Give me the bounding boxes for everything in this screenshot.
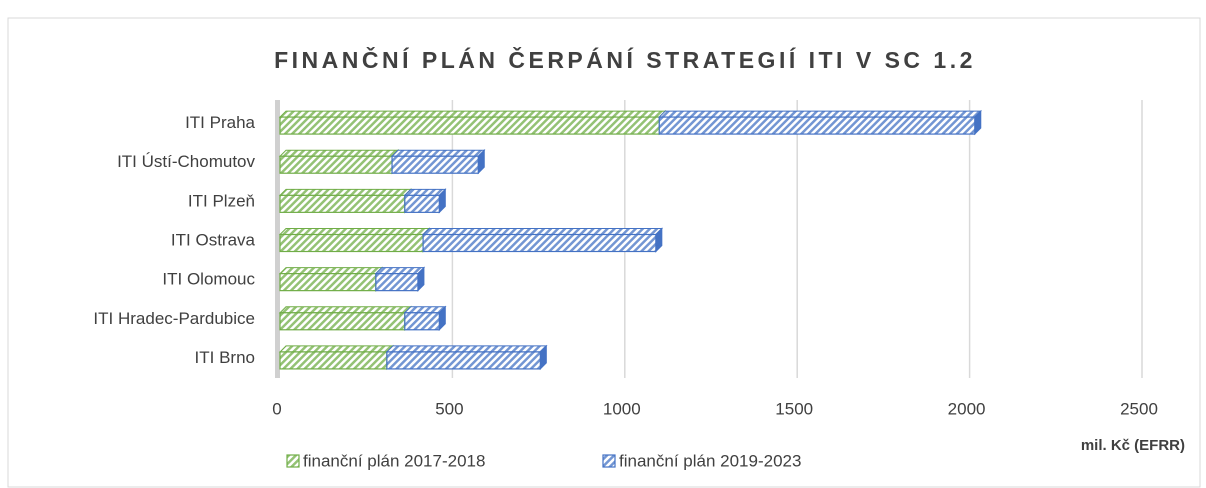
y-tick-label: ITI Ostrava [171, 230, 256, 249]
bar [278, 344, 395, 371]
bar-top [278, 306, 413, 314]
x-tick-label: 1500 [775, 399, 813, 418]
y-tick-label: ITI Plzeň [188, 191, 255, 210]
bar [278, 188, 413, 214]
bar-front [279, 155, 393, 174]
x-tick-label: 2500 [1120, 399, 1158, 418]
bar-front [279, 194, 406, 213]
bar [390, 149, 486, 175]
bar-front [404, 312, 440, 331]
chart-frame [7, 17, 1201, 488]
bar-top [278, 110, 667, 118]
bar-top [421, 228, 664, 235]
x-tick-label: 500 [435, 399, 463, 418]
bar [278, 149, 400, 175]
bar-top [278, 345, 395, 353]
bar-front [658, 116, 976, 135]
bar-front [375, 273, 419, 292]
x-axis-title: mil. Kč (EFRR) [1081, 437, 1185, 454]
bar [278, 266, 384, 292]
bar-front [391, 155, 479, 174]
y-tick-label: ITI Olomouc [162, 270, 255, 289]
bar [421, 227, 664, 253]
bar [278, 227, 431, 253]
bar-front [279, 233, 424, 253]
axis-wall [275, 100, 280, 378]
bar-top [278, 228, 431, 235]
bar-front [279, 312, 406, 331]
chart-title: FINANČNÍ PLÁN ČERPÁNÍ STRATEGIÍ ITI V SC… [274, 46, 976, 73]
bar-front [422, 233, 657, 253]
y-tick-label: ITI Brno [195, 348, 255, 367]
bar [403, 305, 447, 331]
y-tick-label: ITI Praha [185, 113, 255, 132]
bar-front [279, 351, 388, 370]
x-tick-label: 1000 [603, 399, 641, 418]
bar [374, 266, 426, 292]
bar [403, 188, 447, 214]
bar-top [374, 267, 426, 275]
bar-top [403, 188, 447, 196]
bar-top [278, 267, 384, 275]
legend-label: finanční plán 2017-2018 [303, 451, 485, 470]
bar [385, 344, 548, 371]
bar-front [386, 351, 541, 370]
bar-top [390, 149, 486, 157]
bar-front [404, 194, 440, 213]
legend-label: finanční plán 2019-2023 [619, 451, 801, 470]
y-tick-label: ITI Hradec-Pardubice [93, 309, 255, 328]
bar-top [385, 345, 548, 353]
bar [278, 109, 667, 136]
legend-swatch [286, 454, 300, 468]
bar-top [278, 149, 400, 157]
x-tick-label: 2000 [948, 399, 986, 418]
bar-top [403, 306, 447, 314]
bar-front [279, 273, 377, 292]
legend-swatch [602, 454, 616, 468]
bar-top [278, 188, 413, 196]
bar [658, 109, 982, 136]
bar-front [279, 116, 660, 135]
x-tick-label: 0 [272, 399, 281, 418]
y-tick-label: ITI Ústí-Chomutov [117, 152, 255, 171]
bar [278, 305, 413, 331]
bar-top [658, 110, 982, 118]
